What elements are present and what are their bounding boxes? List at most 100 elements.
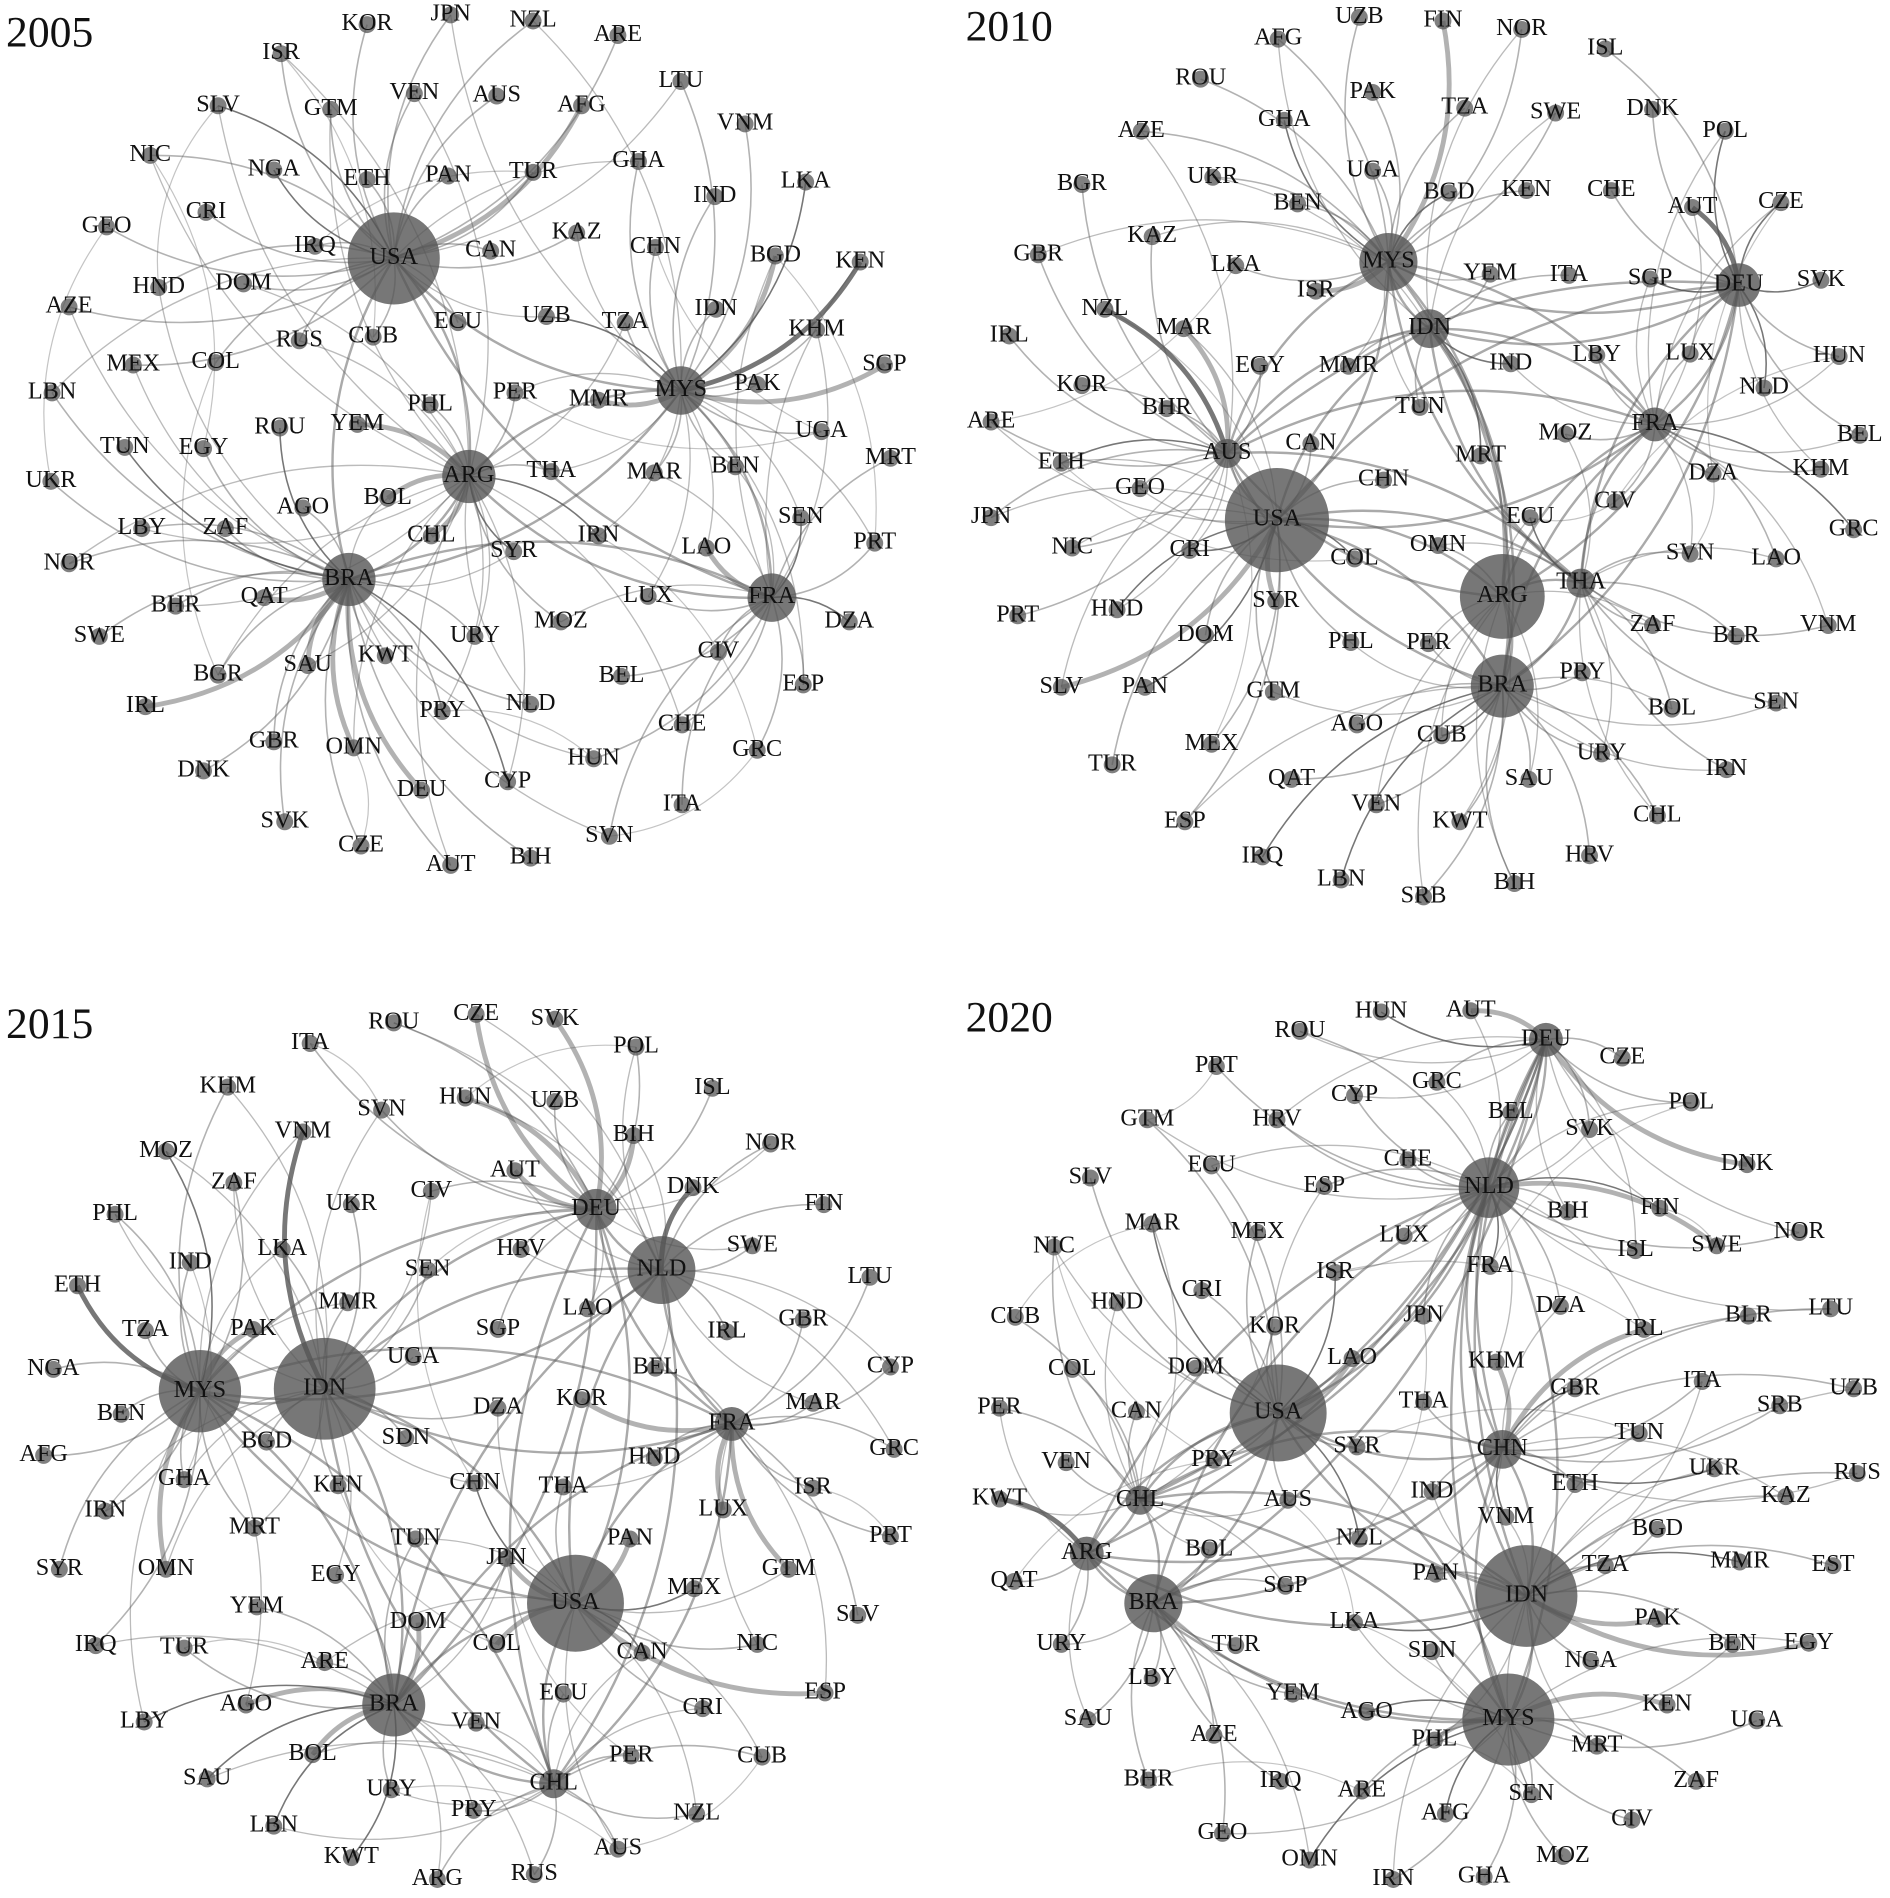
node [875, 356, 893, 374]
node-label: ISR [1297, 276, 1336, 303]
node [673, 796, 691, 814]
node-label: ECU [1187, 1150, 1235, 1177]
edge [1354, 1039, 1547, 1099]
node [1302, 435, 1320, 453]
node-label: LAO [1751, 543, 1801, 570]
node-label: GTM [304, 94, 358, 121]
node [1124, 1574, 1183, 1633]
node [1197, 626, 1214, 644]
node-label: CRI [1170, 535, 1210, 562]
node-label: GEO [1198, 1818, 1248, 1845]
node-label: DOM [1177, 620, 1234, 647]
node [590, 391, 607, 409]
node-label: PHL [407, 390, 453, 417]
node-label: QAT [241, 582, 288, 609]
node-label: BHR [151, 591, 202, 618]
node [362, 1673, 426, 1737]
node-label: VEN [1041, 1447, 1091, 1474]
node-label: CAN [1111, 1396, 1162, 1423]
node-label: CRI [186, 197, 226, 224]
node-label: DZA [824, 606, 874, 633]
node [1497, 1508, 1515, 1526]
node [747, 573, 796, 622]
edge [1014, 1316, 1141, 1501]
edge [1181, 327, 1231, 454]
node [537, 308, 555, 326]
node [379, 489, 397, 507]
edge [1580, 547, 1777, 584]
edge [183, 1647, 394, 1710]
node [433, 703, 451, 721]
node-label: LAO [1327, 1343, 1377, 1370]
node [1367, 796, 1385, 814]
node-label: ROU [1274, 1016, 1325, 1043]
node-label: DNK [1626, 94, 1679, 121]
node [442, 6, 460, 24]
node [512, 1240, 530, 1258]
node-label: CIV [1594, 487, 1636, 514]
node-label: DOM [390, 1607, 447, 1634]
node-label: ARE [594, 20, 642, 47]
edge [1614, 355, 1840, 503]
node [1342, 634, 1360, 651]
node [1681, 545, 1699, 563]
node-label: KHM [1793, 454, 1850, 481]
edge [1299, 1030, 1490, 1189]
node [1127, 1403, 1145, 1421]
node [1522, 1786, 1540, 1804]
node-label: VNM [1800, 610, 1857, 637]
node [1213, 1824, 1231, 1842]
edge [552, 1423, 733, 1785]
node-label: HUN [1355, 997, 1407, 1024]
node [766, 247, 784, 265]
node-label: SAU [1505, 764, 1553, 791]
node [982, 413, 1000, 431]
node [627, 1236, 696, 1304]
edge [1428, 328, 1582, 585]
node [1063, 539, 1081, 557]
node-label: BEL [633, 1353, 679, 1380]
node-label: SVK [531, 1004, 580, 1031]
node-label: UKR [1187, 162, 1239, 189]
edge [609, 749, 758, 837]
node [573, 97, 591, 115]
edge [552, 1017, 604, 1210]
edge [1051, 1246, 1141, 1501]
node-label: ROU [254, 413, 305, 440]
node-label: SYR [490, 536, 538, 563]
node [621, 1530, 639, 1548]
node [1513, 20, 1531, 38]
node-label: IRQ [75, 1630, 117, 1657]
edge [1212, 176, 1431, 330]
node [1423, 1483, 1441, 1501]
node-label: BOL [1185, 1534, 1233, 1561]
node-label: DOM [215, 268, 272, 295]
edge [1152, 1557, 1528, 1605]
node [442, 856, 460, 874]
edge [1654, 423, 1829, 626]
edge [729, 1423, 791, 1572]
edge [1501, 423, 1656, 687]
node-label: ECU [1506, 502, 1554, 529]
node [1705, 1460, 1723, 1478]
node-label: EGY [1784, 1628, 1834, 1655]
node [1143, 1215, 1161, 1233]
node-label: AUS [594, 1834, 642, 1861]
node-label: CAN [465, 236, 516, 263]
edge [1580, 582, 1727, 771]
edge [145, 578, 351, 710]
node [1125, 1485, 1155, 1515]
edge [273, 1783, 555, 1841]
node [209, 97, 227, 115]
node-label: VEN [1351, 789, 1401, 816]
node-label: PAN [425, 161, 471, 188]
node [364, 328, 382, 346]
node [499, 773, 517, 791]
node [1462, 1002, 1480, 1020]
node-label: ZAF [1673, 1766, 1719, 1793]
edge [1387, 260, 1739, 315]
node-label: SEN [405, 1255, 451, 1282]
node [35, 1446, 53, 1464]
node-label: MRT [865, 443, 916, 470]
node-label: CHN [1358, 465, 1409, 492]
